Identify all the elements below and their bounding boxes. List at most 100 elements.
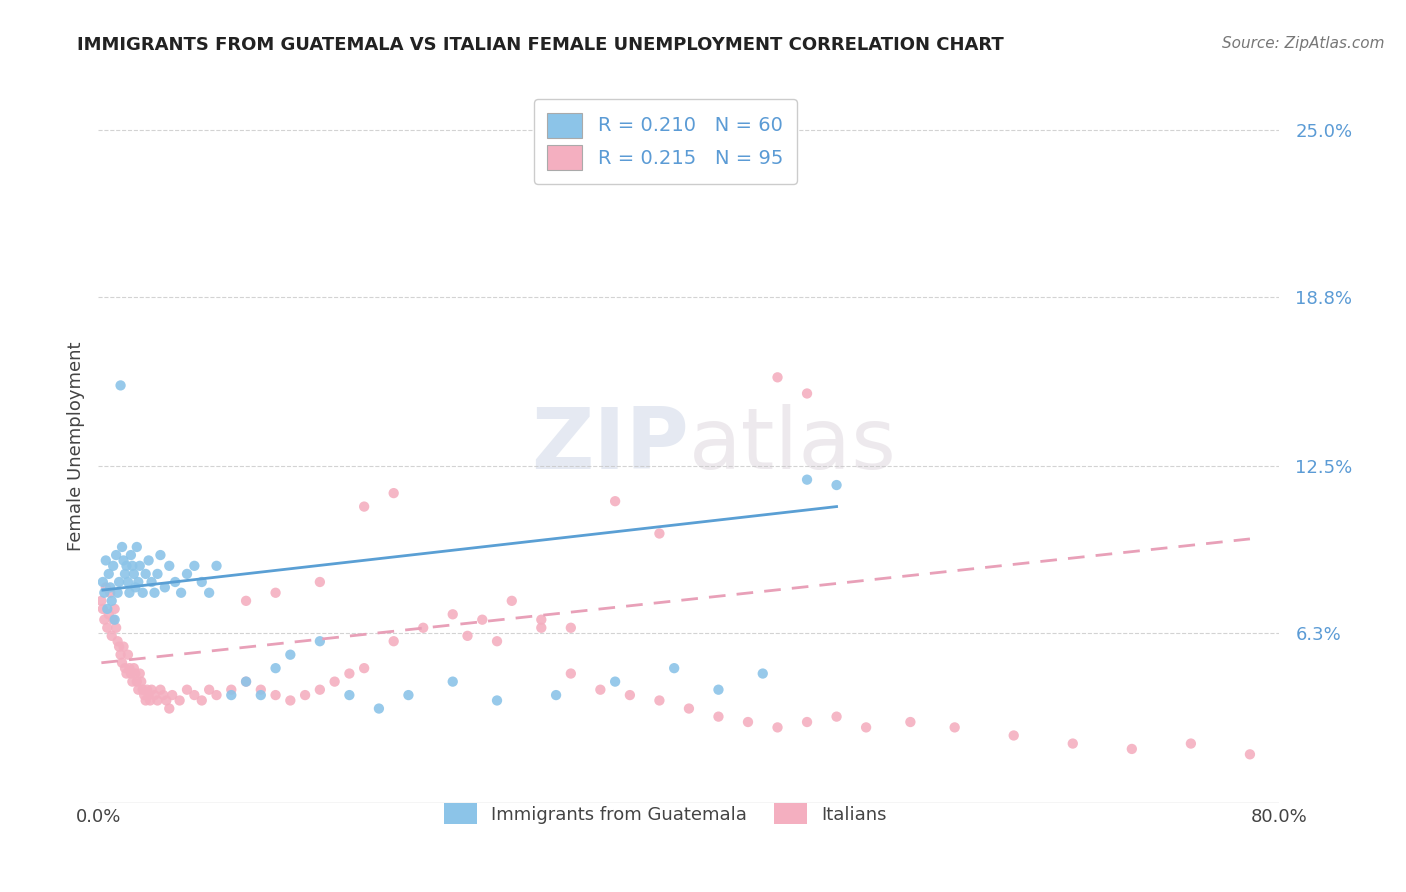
Point: [124, 666, 146, 681]
Point: [766, 720, 789, 734]
Point: [111, 656, 134, 670]
Point: [619, 688, 641, 702]
Point: [648, 526, 671, 541]
Point: [117, 648, 139, 662]
Point: [560, 621, 582, 635]
Point: [486, 693, 509, 707]
Point: [115, 666, 138, 681]
Point: [382, 486, 405, 500]
Point: [737, 714, 759, 729]
Point: [90, 594, 112, 608]
Point: [176, 566, 198, 581]
Point: [135, 693, 157, 707]
Point: [323, 674, 346, 689]
Point: [125, 674, 148, 689]
Point: [191, 693, 214, 707]
Point: [122, 661, 145, 675]
Point: [589, 682, 612, 697]
Point: [796, 386, 818, 401]
Point: [221, 682, 243, 697]
Point: [264, 586, 287, 600]
Point: [943, 720, 966, 734]
Point: [1002, 729, 1025, 743]
Point: [111, 540, 134, 554]
Point: [560, 666, 582, 681]
Point: [678, 701, 700, 715]
Point: [110, 378, 132, 392]
Point: [441, 607, 464, 622]
Point: [183, 558, 205, 573]
Point: [118, 586, 141, 600]
Point: [546, 688, 568, 702]
Point: [605, 494, 627, 508]
Point: [146, 566, 169, 581]
Point: [309, 574, 332, 589]
Point: [205, 688, 228, 702]
Point: [128, 666, 150, 681]
Point: [94, 580, 117, 594]
Point: [121, 558, 143, 573]
Point: [191, 574, 214, 589]
Point: [198, 586, 221, 600]
Point: [103, 558, 125, 573]
Point: [107, 634, 129, 648]
Point: [105, 548, 128, 562]
Point: [122, 566, 145, 581]
Point: [110, 648, 132, 662]
Point: [91, 574, 114, 589]
Point: [114, 566, 136, 581]
Point: [169, 693, 191, 707]
Point: [96, 621, 118, 635]
Y-axis label: Female Unemployment: Female Unemployment: [66, 342, 84, 550]
Point: [97, 607, 120, 622]
Text: ZIP: ZIP: [531, 404, 689, 488]
Point: [100, 594, 122, 608]
Point: [707, 682, 730, 697]
Point: [855, 720, 877, 734]
Point: [501, 594, 523, 608]
Point: [141, 574, 163, 589]
Point: [170, 586, 193, 600]
Point: [152, 688, 174, 702]
Point: [162, 688, 183, 702]
Point: [752, 666, 775, 681]
Point: [1239, 747, 1261, 762]
Legend: Immigrants from Guatemala, Italians: Immigrants from Guatemala, Italians: [434, 794, 896, 833]
Point: [108, 640, 131, 654]
Point: [235, 674, 257, 689]
Point: [136, 682, 159, 697]
Point: [165, 574, 187, 589]
Point: [235, 674, 257, 689]
Point: [157, 701, 180, 715]
Point: [115, 558, 138, 573]
Point: [398, 688, 420, 702]
Text: IMMIGRANTS FROM GUATEMALA VS ITALIAN FEMALE UNEMPLOYMENT CORRELATION CHART: IMMIGRANTS FROM GUATEMALA VS ITALIAN FEM…: [77, 36, 1004, 54]
Point: [664, 661, 686, 675]
Point: [127, 574, 149, 589]
Point: [108, 574, 131, 589]
Point: [280, 648, 302, 662]
Point: [132, 682, 155, 697]
Point: [132, 586, 155, 600]
Point: [176, 682, 198, 697]
Point: [796, 473, 818, 487]
Text: atlas: atlas: [689, 404, 897, 488]
Point: [143, 688, 166, 702]
Point: [825, 478, 848, 492]
Point: [105, 621, 128, 635]
Point: [112, 553, 135, 567]
Point: [93, 613, 115, 627]
Point: [1121, 742, 1143, 756]
Point: [198, 682, 221, 697]
Point: [94, 553, 117, 567]
Point: [530, 621, 553, 635]
Point: [104, 602, 127, 616]
Point: [153, 580, 176, 594]
Point: [128, 558, 150, 573]
Point: [1062, 737, 1084, 751]
Point: [339, 666, 361, 681]
Point: [127, 682, 149, 697]
Text: Source: ZipAtlas.com: Source: ZipAtlas.com: [1222, 36, 1385, 51]
Point: [368, 701, 391, 715]
Point: [112, 640, 135, 654]
